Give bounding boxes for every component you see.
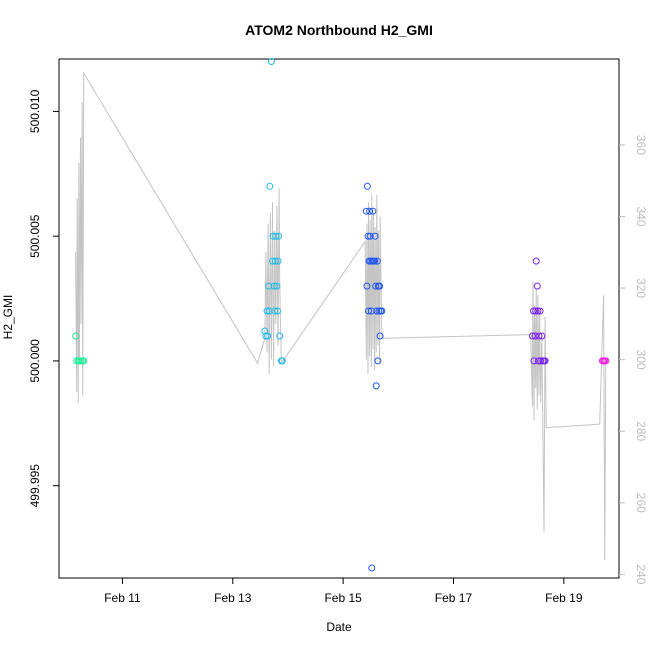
data-point	[537, 357, 545, 365]
chart-title: ATOM2 Northbound H2_GMI	[245, 22, 433, 38]
data-point	[369, 207, 377, 215]
data-point	[602, 357, 610, 365]
points-layer	[72, 58, 610, 572]
data-point	[72, 332, 80, 340]
data-point	[371, 257, 379, 265]
data-point	[271, 257, 279, 265]
data-point	[372, 282, 380, 290]
y2-axis: 240 260 280 300 320 340 360	[619, 135, 648, 585]
y2-tick-label: 300	[634, 350, 648, 370]
y-axis-label: H2_GMI	[1, 295, 15, 340]
y-tick-label: 500.010	[28, 89, 42, 133]
x-tick-label: Feb 13	[214, 591, 252, 605]
data-point	[275, 232, 283, 240]
data-point	[366, 232, 374, 240]
data-point	[365, 307, 372, 315]
y2-tick-label: 340	[634, 206, 648, 226]
data-point	[368, 564, 376, 572]
x-tick-label: Feb 17	[435, 591, 473, 605]
y2-tick-label: 240	[634, 564, 648, 584]
data-point	[376, 282, 384, 290]
data-point	[533, 282, 541, 290]
data-point	[266, 182, 274, 190]
data-point	[538, 332, 546, 340]
data-point	[371, 232, 379, 240]
data-point	[272, 232, 280, 240]
data-point	[528, 332, 536, 340]
x-tick-label: Feb 19	[545, 591, 583, 605]
secondary-series-line	[75, 71, 607, 561]
data-point	[376, 332, 384, 340]
x-tick-label: Feb 15	[324, 591, 362, 605]
data-point	[531, 332, 539, 340]
y-tick-label: 500.000	[28, 339, 42, 383]
data-point	[373, 257, 381, 265]
data-point	[263, 307, 271, 315]
x-axis-label: Date	[326, 620, 352, 634]
y2-tick-label: 280	[634, 421, 648, 441]
data-point	[278, 357, 286, 365]
data-point	[530, 357, 538, 365]
data-point	[373, 307, 381, 315]
data-point	[264, 332, 272, 340]
data-point	[535, 332, 543, 340]
data-point	[366, 207, 374, 215]
data-point	[362, 207, 370, 215]
secondary-series-layer	[75, 71, 607, 561]
data-point	[532, 257, 540, 265]
data-point	[536, 307, 544, 315]
data-point	[534, 307, 542, 315]
data-point	[274, 257, 282, 265]
data-point	[271, 307, 279, 315]
data-point	[267, 58, 275, 65]
y-tick-label: 499.995	[28, 464, 42, 508]
y2-tick-label: 320	[634, 278, 648, 298]
y-axis: 499.995 500.000 500.005 500.010	[28, 89, 59, 507]
data-point	[541, 357, 549, 365]
data-point	[378, 307, 386, 315]
y2-tick-label: 260	[634, 493, 648, 513]
plot-frame	[58, 58, 620, 579]
data-point	[276, 332, 284, 340]
data-point	[363, 282, 371, 290]
data-point	[364, 232, 372, 240]
data-point	[273, 282, 281, 290]
y2-tick-label: 360	[634, 135, 648, 155]
data-point	[363, 182, 371, 190]
data-point	[270, 282, 278, 290]
y-tick-label: 500.005	[28, 214, 42, 258]
data-point	[274, 307, 281, 315]
data-point	[80, 357, 88, 365]
data-point	[530, 307, 537, 315]
x-tick-label: Feb 11	[104, 591, 141, 605]
x-axis: Feb 11 Feb 13 Feb 15 Feb 17 Feb 19	[104, 578, 583, 605]
data-point	[374, 357, 382, 365]
data-point	[532, 307, 540, 315]
data-point	[372, 382, 380, 390]
